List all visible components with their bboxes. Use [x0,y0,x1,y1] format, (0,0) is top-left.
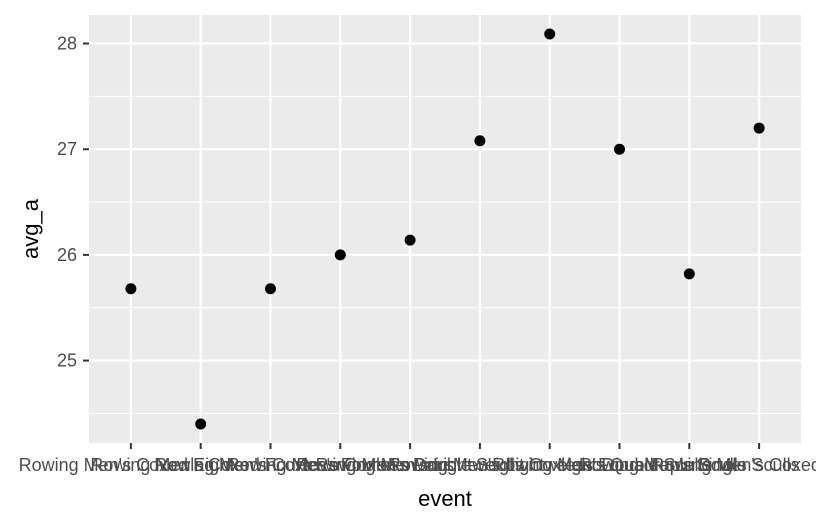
x-tick-label: Rowing Men's Coxed Pairs [651,455,816,475]
x-tick-label: Rowing Men's Single Sculls [579,455,800,475]
x-tick-label: Rowing Men's Double Sculls [296,455,524,475]
data-point [264,283,276,295]
data-point [474,135,486,147]
y-axis-title: avg_a [18,198,43,259]
y-tick-label: 25 [57,351,77,371]
y-axis-ticks: 25 26 27 28 [57,34,89,371]
data-point [125,283,137,295]
y-tick-label: 27 [57,139,77,159]
x-tick-label: Rowing Men's Coxless Fours [154,455,387,475]
data-point [683,268,695,280]
data-point [614,143,626,155]
y-tick-label: 28 [57,34,77,54]
plot-panel [89,15,801,443]
data-point [334,249,346,261]
major-gridlines [89,15,801,443]
x-tick-label: Rowing Men's Quadruple Sculls [492,455,747,475]
data-point [195,418,207,430]
y-tick-label: 26 [57,245,77,265]
minor-gridlines [89,95,801,414]
x-axis-title: event [418,486,472,511]
data-point [544,28,556,40]
data-points [125,28,765,430]
x-tick-label: Rowing Men's Coxed Fours [90,455,311,475]
data-point [404,234,416,246]
x-tick-label: Rowing Men's Coxed Eights [19,455,244,475]
x-tick-label: Rowing Men's Lightweight Coxless Fours [316,455,645,475]
x-tick-label: Rowing Men's Coxless Pairs [227,455,455,475]
x-tick-label: Rowing Men's Lightweight Double Sculls [388,455,712,475]
data-point [753,122,765,134]
